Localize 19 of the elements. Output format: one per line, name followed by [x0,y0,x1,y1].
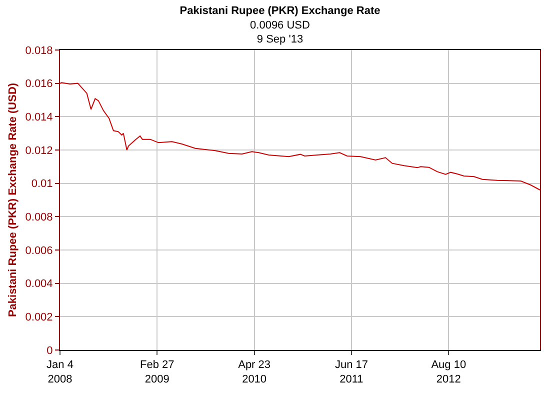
line-series [60,82,540,190]
y-tick-label: 0.008 [25,212,53,224]
y-tick-label: 0.016 [25,78,53,90]
chart-title: Pakistani Rupee (PKR) Exchange Rate [180,5,380,17]
x-tick-label: Jun 17 2011 [334,359,368,386]
y-axis-title: Pakistani Rupee (PKR) Exchange Rate (USD) [6,82,19,318]
x-tick-label: Jan 4 2008 [46,359,74,386]
y-tick-label: 0 [46,344,53,357]
y-tick-label: 0.014 [25,112,53,124]
x-tick-label: Aug 10 2012 [431,359,466,386]
y-tick-label: 0.01 [31,178,53,190]
chart-subtitle: 0.0096 USD 9 Sep '13 [250,19,310,46]
y-tick-label: 0.018 [25,44,53,57]
x-tick-label: Apr 23 2010 [238,359,271,386]
x-tick-label: Feb 27 2009 [140,359,174,386]
y-tick-label: 0.002 [25,312,53,324]
y-tick-label: 0.006 [25,244,53,257]
y-tick-label: 0.012 [25,144,53,157]
y-tick-label: 0.004 [25,278,53,290]
